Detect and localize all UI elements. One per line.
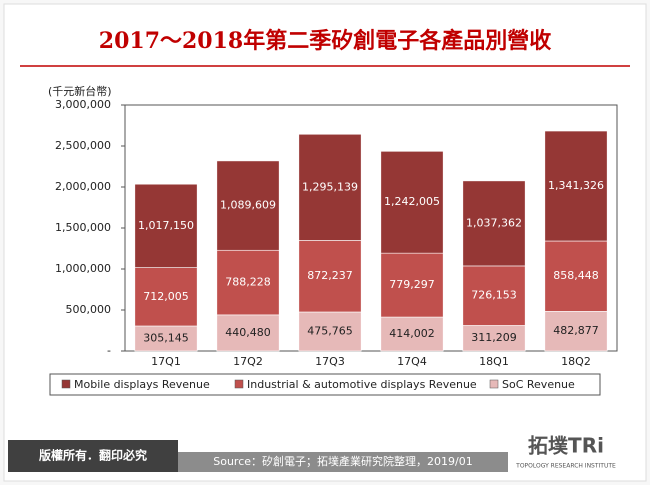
y-tick-label: 2,500,000: [55, 139, 111, 152]
footer-band: [8, 440, 178, 472]
bar-segment: [298, 133, 362, 241]
data-label: 482,877: [553, 324, 599, 337]
legend-label: Mobile displays Revenue: [74, 378, 210, 391]
bar-segment: [544, 130, 608, 242]
data-label: 311,209: [471, 331, 517, 344]
y-unit: (千元新台幣): [48, 84, 112, 98]
bar-segment: [380, 151, 444, 254]
x-tick-label: 17Q3: [315, 355, 345, 368]
data-label: 1,242,005: [384, 195, 440, 208]
y-tick-label: 3,000,000: [55, 98, 111, 111]
bar-segment: [544, 311, 608, 352]
legend-swatch: [61, 379, 71, 389]
data-label: 872,237: [307, 269, 353, 282]
bar-segment: [216, 249, 280, 316]
data-label: 858,448: [553, 269, 599, 282]
bar-segment: [380, 252, 444, 318]
data-label: 1,295,139: [302, 180, 358, 193]
copyright: 版權所有．翻印必究: [39, 448, 147, 463]
legend-swatch: [489, 379, 499, 389]
data-label: 779,297: [389, 278, 435, 291]
bar-segment: [216, 160, 280, 251]
x-tick-label: 17Q1: [151, 355, 181, 368]
x-tick-label: 17Q4: [397, 355, 427, 368]
bar-segment: [462, 180, 526, 267]
y-tick-label: 2,000,000: [55, 180, 111, 193]
bar-segment: [298, 240, 362, 313]
data-label: 1,037,362: [466, 216, 522, 229]
data-label: 1,089,609: [220, 199, 276, 212]
y-tick-label: 500,000: [66, 303, 112, 316]
logo-sub: TOPOLOGY RESEARCH INSTITUTE: [515, 463, 616, 470]
footer-source-band: [178, 452, 508, 472]
legend-swatch: [234, 379, 244, 389]
bar-segment: [216, 314, 280, 352]
bar-segment: [298, 311, 362, 352]
data-label: 1,017,150: [138, 219, 194, 232]
legend-label: SoC Revenue: [502, 378, 575, 391]
bar-segment: [380, 316, 444, 352]
data-label: 712,005: [143, 290, 189, 303]
bar-segment: [134, 325, 198, 352]
bar-segment: [544, 240, 608, 312]
chart-title: 2017～2018年第二季矽創電子各產品別營收: [99, 28, 551, 54]
bar-segment: [134, 267, 198, 327]
y-tick-label: 1,000,000: [55, 262, 111, 275]
logo: 拓墣TRi: [528, 434, 604, 458]
y-tick-label: -: [107, 344, 111, 357]
bar-segment: [462, 325, 526, 352]
data-label: 475,765: [307, 324, 353, 337]
source: Source：矽創電子；拓墣產業研究院整理，2019/01: [213, 454, 472, 468]
data-label: 726,153: [471, 289, 517, 302]
y-tick-label: 1,500,000: [55, 221, 111, 234]
x-tick-label: 18Q2: [561, 355, 591, 368]
bar-segment: [462, 265, 526, 326]
bar-segment: [134, 183, 198, 268]
data-label: 440,480: [225, 326, 271, 339]
legend-label: Industrial & automotive displays Revenue: [247, 378, 477, 391]
legend-box: [49, 373, 601, 396]
data-label: 305,145: [143, 331, 189, 344]
data-label: 1,341,326: [548, 179, 604, 192]
x-tick-label: 17Q2: [233, 355, 263, 368]
data-label: 414,002: [389, 327, 435, 340]
data-label: 788,228: [225, 276, 271, 289]
x-tick-label: 18Q1: [479, 355, 509, 368]
